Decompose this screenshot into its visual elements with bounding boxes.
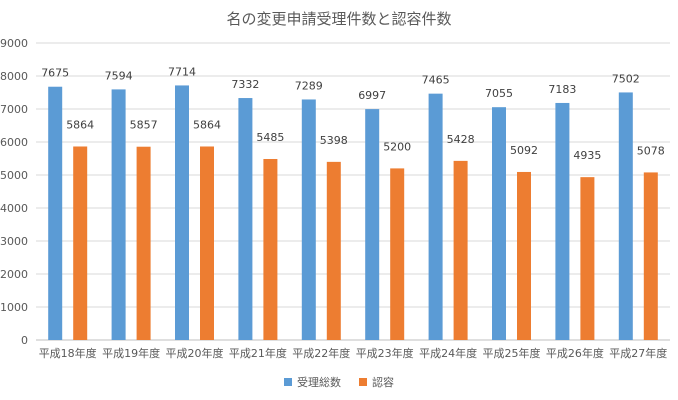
bar-approved xyxy=(136,146,151,340)
data-label-received: 7183 xyxy=(548,83,576,96)
x-tick-label: 平成18年度 xyxy=(39,346,97,360)
data-label-approved: 5864 xyxy=(66,118,94,131)
data-label-approved: 4935 xyxy=(573,149,601,162)
y-tick-label: 7000 xyxy=(0,103,28,116)
data-label-received: 7714 xyxy=(168,65,196,78)
y-tick-label: 8000 xyxy=(0,70,28,83)
bar-approved xyxy=(517,171,531,340)
y-tick-label: 1000 xyxy=(0,301,28,314)
bar-received xyxy=(492,107,506,340)
bar-received xyxy=(111,89,126,340)
x-tick-label: 平成24年度 xyxy=(419,346,477,360)
x-tick-label: 平成26年度 xyxy=(546,346,604,360)
data-label-approved: 5092 xyxy=(510,144,538,157)
bar-received xyxy=(618,92,633,341)
bar-received xyxy=(365,109,380,340)
bar-approved xyxy=(390,168,405,340)
data-label-received: 6997 xyxy=(358,89,386,102)
bar-received xyxy=(428,93,443,340)
bar-received xyxy=(301,99,316,340)
y-tick-label: 2000 xyxy=(0,268,28,281)
bar-approved xyxy=(200,146,214,340)
y-tick-label: 4000 xyxy=(0,202,28,215)
legend-swatch-received xyxy=(284,378,292,386)
bar-received xyxy=(238,98,253,340)
x-tick-label: 平成20年度 xyxy=(166,346,224,360)
data-label-approved: 5857 xyxy=(130,119,158,132)
x-tick-label: 平成27年度 xyxy=(609,346,667,360)
bar-received xyxy=(555,102,570,340)
data-label-received: 7289 xyxy=(295,79,323,92)
bar-approved xyxy=(263,158,278,340)
legend-swatch-approved xyxy=(359,378,367,386)
x-tick-label: 平成22年度 xyxy=(292,346,350,360)
x-tick-label: 平成23年度 xyxy=(356,346,414,360)
legend: 受理総数 認容 xyxy=(0,374,678,390)
data-label-approved: 5200 xyxy=(383,140,411,153)
y-tick-label: 5000 xyxy=(0,169,28,182)
y-tick-label: 9000 xyxy=(0,37,28,50)
legend-item-received: 受理総数 xyxy=(284,374,341,390)
x-tick-label: 平成19年度 xyxy=(102,346,160,360)
data-label-approved: 5864 xyxy=(193,118,221,131)
bar-approved xyxy=(643,172,658,340)
x-tick-label: 平成21年度 xyxy=(229,346,287,360)
bar-received xyxy=(48,86,63,340)
legend-item-approved: 認容 xyxy=(359,374,394,390)
x-tick-label: 平成25年度 xyxy=(483,346,541,360)
data-label-approved: 5078 xyxy=(637,144,665,157)
data-label-received: 7332 xyxy=(231,78,259,91)
legend-label-approved: 認容 xyxy=(372,376,394,389)
chart-title: 名の変更申請受理件数と認容件数 xyxy=(226,10,452,28)
legend-label-received: 受理総数 xyxy=(297,376,341,389)
y-tick-label: 3000 xyxy=(0,235,28,248)
data-label-approved: 5398 xyxy=(320,134,348,147)
data-label-approved: 5428 xyxy=(447,133,475,146)
bar-approved xyxy=(326,161,341,340)
bar-approved xyxy=(453,160,468,340)
bar-approved xyxy=(580,177,595,340)
y-tick-label: 0 xyxy=(21,334,28,347)
data-label-received: 7502 xyxy=(612,72,640,85)
y-tick-label: 6000 xyxy=(0,136,28,149)
data-label-approved: 5485 xyxy=(256,131,284,144)
data-label-received: 7055 xyxy=(485,87,513,100)
bar-approved xyxy=(73,146,88,340)
data-label-received: 7594 xyxy=(105,69,133,82)
data-label-received: 7675 xyxy=(41,67,69,80)
bar-received xyxy=(175,85,189,340)
data-label-received: 7465 xyxy=(422,74,450,87)
